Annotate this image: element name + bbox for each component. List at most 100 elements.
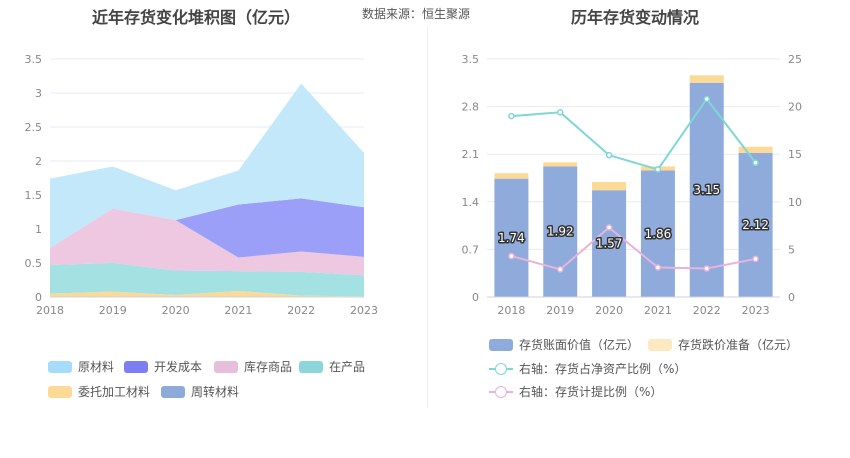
line-point (508, 252, 515, 260)
y2-tick-label: 5 (788, 243, 795, 256)
legend-swatch (489, 385, 513, 398)
bar-inventory (640, 170, 675, 297)
line-series (511, 97, 757, 171)
line-point (605, 151, 613, 159)
x-tick-label: 2021 (644, 304, 672, 317)
bar-inventory (689, 82, 724, 297)
y2-tick-label: 15 (788, 148, 802, 161)
legend-swatch (489, 362, 513, 375)
bar-value-label: 1.86 (645, 227, 672, 241)
x-tick-label: 2018 (36, 304, 64, 317)
legend-swatch (48, 385, 72, 398)
legend-swatch (124, 360, 148, 373)
bar-value-label: 2.12 (742, 218, 769, 232)
bar-value-label: 1.57 (596, 237, 623, 251)
x-tick-label: 2022 (287, 304, 315, 317)
y-tick-label: 2 (35, 155, 42, 168)
legend-swatch (489, 338, 513, 351)
legend-item[interactable]: 右轴：存货计提比例（%） (489, 383, 662, 400)
y-tick-label: 3 (35, 87, 42, 100)
area-series (50, 263, 364, 297)
legend-label: 在产品 (329, 360, 366, 374)
legend-item[interactable]: 开发成本 (124, 358, 202, 375)
y-tick-label: 1 (35, 223, 42, 236)
data-source-value: 恒生聚源 (422, 7, 471, 21)
y-tick-label: 0.7 (462, 243, 480, 256)
right-chart-title: 历年存货变动情况 (571, 8, 700, 27)
legend-item[interactable]: 原材料 (48, 358, 114, 375)
bar-reserve (543, 162, 578, 167)
legend-label: 开发成本 (154, 360, 203, 374)
bar-inventory (543, 166, 578, 297)
legend-label: 右轴：存货计提比例（%） (519, 385, 663, 399)
x-tick-label: 2020 (595, 304, 623, 317)
legend-item[interactable]: 在产品 (299, 358, 365, 375)
y2-tick-label: 0 (788, 291, 795, 304)
x-tick-label: 2023 (742, 304, 770, 317)
legend-item[interactable]: 周转材料 (161, 383, 239, 400)
legend-item[interactable]: 存货跌价准备（亿元） (648, 336, 798, 353)
line-point (654, 166, 662, 173)
y-tick-label: 0.5 (25, 257, 43, 270)
legend-label: 存货跌价准备（亿元） (678, 338, 799, 352)
y-tick-label: 0 (472, 291, 479, 304)
line-point (508, 112, 515, 120)
y-tick-label: 2.8 (462, 101, 480, 114)
line-point (752, 159, 759, 167)
legend-swatch (48, 360, 72, 373)
legend-item[interactable]: 存货账面价值（亿元） (489, 336, 639, 353)
legend-label: 委托加工材料 (78, 385, 151, 399)
legend-label: 库存商品 (244, 360, 293, 374)
y-tick-label: 2.5 (25, 121, 43, 134)
bar-inventory (738, 152, 773, 297)
data-source-label: 数据来源： (362, 7, 423, 21)
x-tick-label: 2023 (350, 304, 378, 317)
panel-divider (427, 26, 428, 408)
x-tick-label: 2018 (497, 304, 525, 317)
line-point (703, 265, 710, 272)
legend-label: 周转材料 (191, 385, 240, 399)
x-tick-label: 2019 (546, 304, 574, 317)
bar-value-label: 3.15 (693, 183, 720, 197)
bar-reserve (494, 173, 529, 179)
y-tick-label: 0 (35, 291, 42, 304)
bar-line-chart: 0 0.7 1.4 2.1 2.8 3.5 0 5 10 15 20 25 1.74 1.92 1.57 1.… (462, 53, 803, 317)
y-tick-label: 2.1 (462, 148, 480, 161)
x-tick-label: 2019 (99, 304, 127, 317)
y-tick-label: 3.5 (462, 53, 480, 66)
line-series (511, 226, 756, 271)
legend-item[interactable]: 右轴：存货占净资产比例（%） (489, 360, 686, 377)
y2-tick-label: 10 (788, 196, 802, 209)
bar-inventory (494, 178, 529, 297)
bar-inventory (592, 190, 627, 297)
bar-reserve (592, 182, 627, 191)
bar-reserve (738, 146, 773, 153)
x-tick-label: 2020 (162, 304, 190, 317)
area-series (50, 83, 364, 249)
x-tick-label: 2022 (693, 304, 721, 317)
y-tick-label: 1.4 (462, 196, 480, 209)
bar-value-label: 1.74 (498, 231, 525, 245)
area-series (50, 290, 364, 297)
y2-tick-label: 25 (788, 53, 802, 66)
legend-item[interactable]: 库存商品 (214, 358, 292, 375)
y-tick-label: 3.5 (25, 53, 43, 66)
legend-swatch (214, 360, 238, 373)
bar-reserve (689, 75, 724, 83)
legend-swatch (299, 360, 323, 373)
legend-item[interactable]: 委托加工材料 (48, 383, 150, 400)
line-point (605, 224, 613, 231)
legend-swatch (161, 385, 185, 398)
line-point (654, 264, 662, 271)
y2-tick-label: 20 (788, 101, 802, 114)
legend-swatch (648, 338, 672, 351)
line-point (752, 255, 759, 263)
line-point (557, 109, 564, 116)
legend-label: 原材料 (78, 360, 115, 374)
line-point (703, 95, 710, 103)
legend-label: 右轴：存货占净资产比例（%） (519, 362, 687, 376)
line-point (557, 266, 564, 273)
bar-value-label: 1.92 (547, 225, 574, 239)
legend-label: 存货账面价值（亿元） (519, 338, 640, 352)
y-tick-label: 1.5 (25, 189, 43, 202)
